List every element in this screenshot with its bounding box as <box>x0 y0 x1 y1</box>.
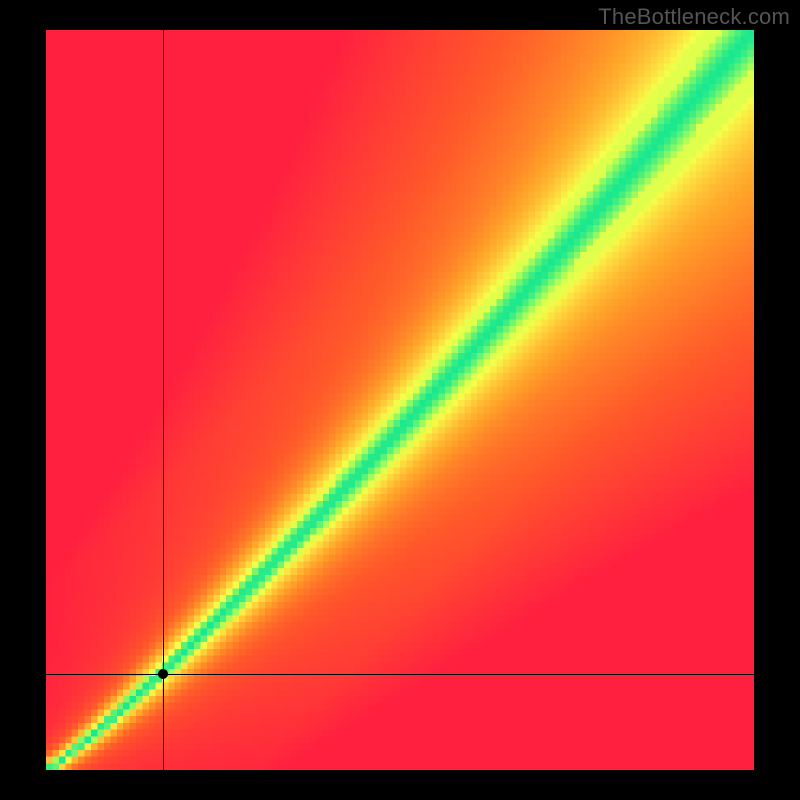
crosshair-vertical <box>163 30 164 770</box>
crosshair-marker <box>158 669 168 679</box>
crosshair-horizontal <box>46 674 754 675</box>
watermark-text: TheBottleneck.com <box>598 4 790 30</box>
heatmap-canvas <box>46 30 754 770</box>
chart-container: TheBottleneck.com <box>0 0 800 800</box>
